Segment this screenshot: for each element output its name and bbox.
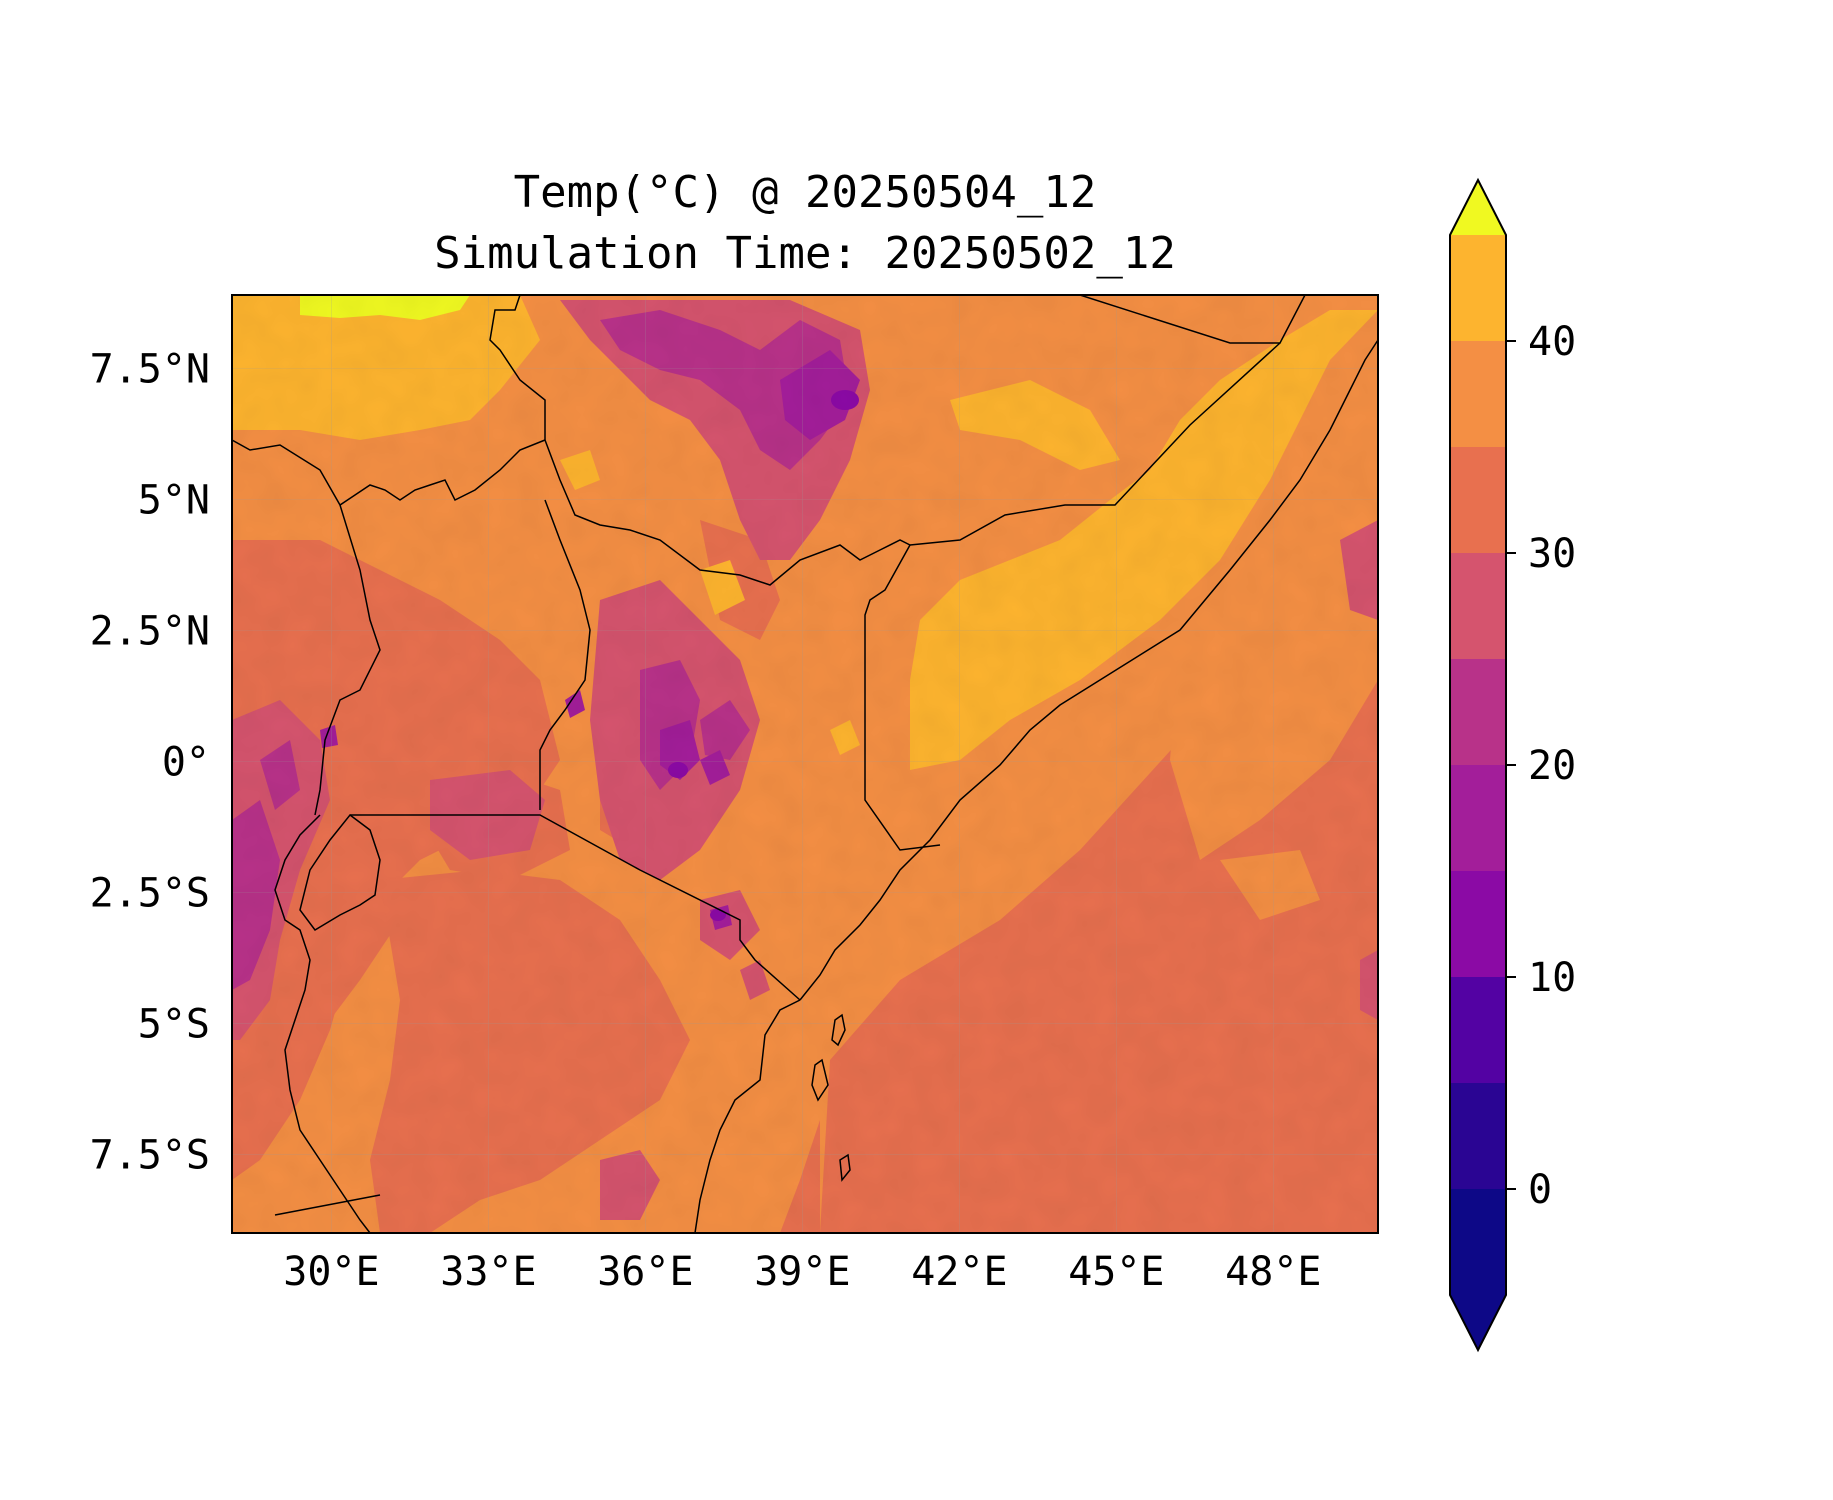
mafia-island bbox=[839, 1153, 851, 1182]
somalia-ethiopia-border bbox=[1079, 295, 1306, 344]
colorbar-tick-label: 0 bbox=[1528, 1167, 1552, 1213]
colorbar-segment bbox=[1450, 977, 1506, 1083]
colorbar-segment bbox=[1450, 447, 1506, 553]
x-axis-ticks: 30°E 33°E 36°E 39°E 42°E 45°E 48°E bbox=[283, 1249, 1321, 1295]
y-tick-label: 5°S bbox=[138, 1001, 210, 1047]
somalia-coast bbox=[799, 339, 1378, 1001]
east-africa-coast bbox=[694, 999, 801, 1233]
title-line-1: Temp(°C) @ 20250504_12 bbox=[514, 167, 1097, 218]
title-line-2: Simulation Time: 20250502_12 bbox=[434, 228, 1176, 279]
colorbar-tick-label: 40 bbox=[1528, 319, 1576, 365]
somalia-ethiopia-border-2 bbox=[909, 342, 1281, 546]
colorbar-segment bbox=[1450, 235, 1506, 341]
colorbar: 0 10 20 30 40 bbox=[1449, 177, 1576, 1353]
map-frame bbox=[231, 294, 1379, 1234]
gridlines bbox=[232, 295, 1378, 1233]
colorbar-extend-under bbox=[1450, 1295, 1506, 1350]
x-tick-label: 33°E bbox=[440, 1249, 536, 1295]
country-borders bbox=[232, 295, 1378, 1233]
colorbar-segment bbox=[1450, 553, 1506, 659]
colorbar-segment bbox=[1450, 765, 1506, 871]
y-tick-label: 7.5°S bbox=[90, 1132, 210, 1178]
kenya-uganda-border bbox=[232, 439, 546, 507]
x-tick-label: 48°E bbox=[1225, 1249, 1321, 1295]
field-texture bbox=[232, 295, 1378, 1233]
y-tick-label: 0° bbox=[162, 739, 210, 785]
rwanda-burundi-outline bbox=[274, 814, 371, 1233]
colorbar-extend-over bbox=[1450, 180, 1506, 235]
y-axis-ticks: 7.5°N 5°N 2.5°N 0° 2.5°S 5°S 7.5°S bbox=[90, 346, 210, 1178]
colorbar-outline bbox=[1449, 177, 1507, 1353]
pemba-island bbox=[831, 1013, 846, 1047]
colorbar-tick-label: 20 bbox=[1528, 743, 1576, 789]
x-tick-label: 42°E bbox=[911, 1249, 1007, 1295]
x-tick-label: 45°E bbox=[1068, 1249, 1164, 1295]
colorbar-segment bbox=[1450, 1083, 1506, 1189]
uganda-kenya-border-2 bbox=[539, 499, 591, 810]
tanzania-south-border bbox=[274, 1194, 381, 1216]
kenya-somalia-border bbox=[864, 544, 941, 851]
y-tick-label: 2.5°S bbox=[90, 870, 210, 916]
y-tick-label: 7.5°N bbox=[90, 346, 210, 392]
y-tick-label: 5°N bbox=[138, 477, 210, 523]
colorbar-segment bbox=[1450, 341, 1506, 447]
colorbar-tick-label: 10 bbox=[1528, 955, 1576, 1001]
x-tick-label: 39°E bbox=[754, 1249, 850, 1295]
colorbar-segment bbox=[1450, 1189, 1506, 1295]
ethiopia-kenya-border bbox=[544, 439, 911, 586]
colorbar-segment bbox=[1450, 871, 1506, 977]
tanzania-north-border bbox=[350, 814, 801, 1001]
rwanda-outline bbox=[299, 813, 381, 931]
temperature-map bbox=[232, 295, 1378, 1233]
ethiopia-southsudan-border bbox=[489, 295, 546, 440]
colorbar-segment bbox=[1450, 659, 1506, 765]
uganda-drc-border bbox=[314, 504, 381, 816]
y-tick-label: 2.5°N bbox=[90, 608, 210, 654]
x-tick-label: 36°E bbox=[597, 1249, 693, 1295]
x-tick-label: 30°E bbox=[283, 1249, 379, 1295]
zanzibar-island bbox=[811, 1058, 829, 1102]
colorbar-tick-label: 30 bbox=[1528, 531, 1576, 577]
